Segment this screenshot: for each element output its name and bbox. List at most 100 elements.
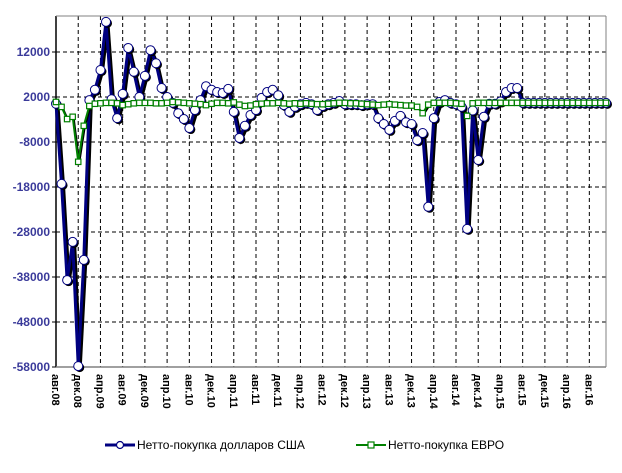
eur-point (297, 100, 304, 108)
eur-point (491, 99, 499, 107)
eur-point (436, 99, 443, 107)
legend-label-usd: Нетто-покупка долларов США (137, 438, 305, 452)
usd-point (73, 361, 84, 372)
eur-point (408, 102, 415, 109)
grid (56, 16, 606, 367)
eur-point (236, 101, 243, 108)
y-tick-label: -18000 (13, 180, 51, 194)
y-tick-label: -38000 (13, 270, 51, 284)
eur-point (536, 99, 543, 107)
eur-point (469, 99, 476, 107)
eur-point (152, 99, 160, 107)
y-axis-ticks: 12000 2000 -8000 -18000 -28000 -38000 -48000 -5… (13, 45, 56, 374)
x-tick-label: авг.14 (449, 374, 461, 407)
eur-point (397, 101, 404, 109)
eur-point (97, 99, 104, 107)
eur-point (530, 99, 538, 107)
usd-point (145, 45, 156, 56)
eur-point (213, 99, 221, 107)
x-tick-label: апр.10 (160, 374, 172, 409)
eur-point (458, 100, 465, 108)
eur-point (319, 100, 326, 108)
eur-point (386, 100, 393, 108)
usd-point (101, 16, 111, 27)
usd-point (223, 83, 234, 94)
eur-point (441, 99, 449, 107)
eur-point (302, 99, 310, 107)
y-tick-label: -8000 (19, 135, 50, 149)
usd-point (67, 236, 78, 247)
usd-point (273, 90, 284, 101)
eur-point (252, 100, 260, 108)
usd-point (406, 119, 417, 129)
x-tick-label: авг.15 (516, 374, 528, 406)
eur-point (186, 99, 193, 107)
usd-point (412, 135, 423, 146)
x-tick-label: апр.13 (360, 374, 372, 409)
eur-point (597, 99, 604, 107)
eur-point (480, 99, 488, 107)
x-tick-label: апр.14 (427, 374, 439, 410)
eur-point (497, 99, 504, 107)
y-tick-label: -48000 (13, 315, 51, 329)
eur-point (474, 99, 482, 107)
x-tick-label: апр.15 (493, 374, 505, 409)
eur-point (402, 102, 410, 109)
eur-point (313, 100, 321, 108)
usd-point (417, 128, 428, 138)
eur-point (380, 101, 388, 108)
eur-point (208, 100, 215, 108)
eur-point (374, 101, 382, 109)
legend-usd-marker-icon (105, 440, 135, 450)
x-tick-label: дек.14 (471, 374, 483, 409)
eur-point (430, 99, 438, 107)
eur-point (463, 112, 471, 120)
y-tick-label: 12000 (17, 45, 51, 59)
eur-point (569, 99, 576, 107)
eur-point (80, 122, 88, 130)
eur-point (141, 99, 149, 107)
eur-point (174, 99, 182, 106)
x-tick-label: авг.12 (316, 374, 328, 406)
eur-point (419, 109, 426, 117)
x-tick-label: апр.16 (560, 374, 572, 409)
usd-point (95, 65, 106, 75)
eur-line (55, 100, 606, 162)
eur-point (202, 101, 210, 109)
x-tick-label: авг.10 (182, 374, 194, 406)
x-tick-label: апр.11 (227, 374, 239, 408)
usd-point (112, 113, 123, 124)
eur-point (180, 99, 188, 107)
eur-point (280, 99, 288, 107)
eur-point (558, 99, 565, 107)
usd-point (123, 42, 134, 53)
usd-point (462, 223, 473, 234)
eur-point (108, 99, 115, 107)
usd-point (473, 155, 484, 165)
eur-point (447, 99, 454, 107)
eur-point (158, 99, 165, 107)
eur-point (197, 100, 204, 108)
x-tick-label: дек.13 (405, 374, 417, 408)
eur-point (124, 100, 132, 108)
usd-point (512, 83, 523, 93)
usd-point (156, 83, 167, 93)
eur-point (336, 99, 343, 107)
eur-point (452, 99, 460, 107)
x-tick-label: авг.08 (49, 374, 61, 406)
eur-point (369, 101, 376, 108)
usd-point (423, 201, 434, 212)
usd-point (139, 70, 150, 81)
eur-point (74, 158, 82, 166)
usd-point (234, 132, 245, 143)
usd-point (478, 111, 489, 122)
y-tick-label: -58000 (13, 360, 51, 374)
eur-point (224, 99, 232, 107)
eur-point (330, 99, 338, 107)
x-tick-label: апр.12 (293, 374, 305, 409)
eur-point (602, 99, 610, 107)
x-tick-label: авг.13 (382, 374, 394, 406)
eur-point (586, 99, 593, 107)
eur-point (413, 103, 421, 111)
